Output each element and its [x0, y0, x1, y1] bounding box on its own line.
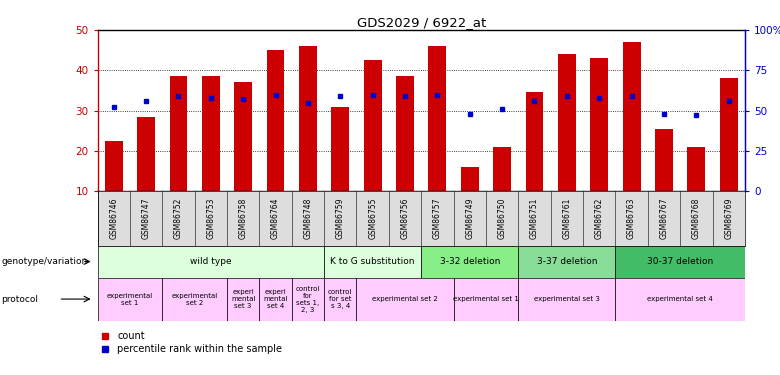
Bar: [202, 76, 220, 191]
Text: experimental set 4: experimental set 4: [647, 296, 713, 302]
Bar: [396, 76, 414, 191]
Text: genotype/variation: genotype/variation: [2, 257, 88, 266]
Text: experimental set 3: experimental set 3: [534, 296, 600, 302]
Text: GSM86759: GSM86759: [335, 198, 345, 239]
Text: control
for set
s 3, 4: control for set s 3, 4: [328, 289, 353, 309]
Text: GSM86749: GSM86749: [465, 198, 474, 239]
Bar: [169, 76, 187, 191]
Bar: [324, 246, 421, 278]
Text: K to G substitution: K to G substitution: [331, 257, 415, 266]
Text: GSM86755: GSM86755: [368, 198, 378, 239]
Bar: [137, 117, 155, 191]
Bar: [363, 60, 381, 191]
Text: GSM86769: GSM86769: [724, 198, 733, 239]
Text: experimental
set 2: experimental set 2: [172, 292, 218, 306]
Text: GSM86761: GSM86761: [562, 198, 572, 239]
Bar: [590, 58, 608, 191]
Bar: [493, 147, 511, 191]
Text: GSM86752: GSM86752: [174, 198, 183, 239]
Text: percentile rank within the sample: percentile rank within the sample: [117, 344, 282, 354]
Text: protocol: protocol: [2, 295, 38, 304]
Bar: [428, 46, 446, 191]
Text: experi
mental
set 4: experi mental set 4: [264, 289, 288, 309]
Text: GSM86746: GSM86746: [109, 198, 119, 239]
Bar: [421, 246, 518, 278]
Text: GSM86767: GSM86767: [659, 198, 668, 239]
Bar: [518, 278, 615, 321]
Text: 3-37 deletion: 3-37 deletion: [537, 257, 597, 266]
Bar: [461, 167, 479, 191]
Bar: [299, 46, 317, 191]
Bar: [655, 129, 673, 191]
Bar: [98, 246, 324, 278]
Text: GSM86747: GSM86747: [141, 198, 151, 239]
Bar: [454, 278, 518, 321]
Text: GSM86763: GSM86763: [627, 198, 636, 239]
Text: control
for
sets 1,
2, 3: control for sets 1, 2, 3: [296, 286, 320, 313]
Bar: [98, 278, 162, 321]
Bar: [558, 54, 576, 191]
Text: GSM86748: GSM86748: [303, 198, 313, 239]
Bar: [622, 42, 640, 191]
Text: wild type: wild type: [190, 257, 232, 266]
Bar: [162, 278, 227, 321]
Bar: [687, 147, 705, 191]
Text: GSM86751: GSM86751: [530, 198, 539, 239]
Bar: [105, 141, 122, 191]
Bar: [259, 278, 292, 321]
Text: GSM86768: GSM86768: [692, 198, 701, 239]
Title: GDS2029 / 6922_at: GDS2029 / 6922_at: [356, 16, 486, 29]
Bar: [292, 278, 324, 321]
Bar: [227, 278, 259, 321]
Text: 30-37 deletion: 30-37 deletion: [647, 257, 713, 266]
Text: experi
mental
set 3: experi mental set 3: [231, 289, 255, 309]
Bar: [267, 50, 285, 191]
Text: GSM86756: GSM86756: [400, 198, 410, 239]
Bar: [526, 93, 544, 191]
Text: experimental set 1: experimental set 1: [453, 296, 519, 302]
Bar: [720, 78, 738, 191]
Text: experimental set 2: experimental set 2: [372, 296, 438, 302]
Bar: [615, 278, 745, 321]
Bar: [356, 278, 453, 321]
Bar: [324, 278, 356, 321]
Text: GSM86757: GSM86757: [433, 198, 442, 239]
Text: GSM86758: GSM86758: [239, 198, 248, 239]
Text: 3-32 deletion: 3-32 deletion: [440, 257, 500, 266]
Text: GSM86753: GSM86753: [206, 198, 215, 239]
Bar: [615, 246, 745, 278]
Bar: [234, 82, 252, 191]
Text: experimental
set 1: experimental set 1: [107, 292, 153, 306]
Bar: [332, 106, 349, 191]
Text: GSM86750: GSM86750: [498, 198, 507, 239]
Text: GSM86762: GSM86762: [594, 198, 604, 239]
Bar: [518, 246, 615, 278]
Text: GSM86764: GSM86764: [271, 198, 280, 239]
Text: count: count: [117, 331, 144, 340]
